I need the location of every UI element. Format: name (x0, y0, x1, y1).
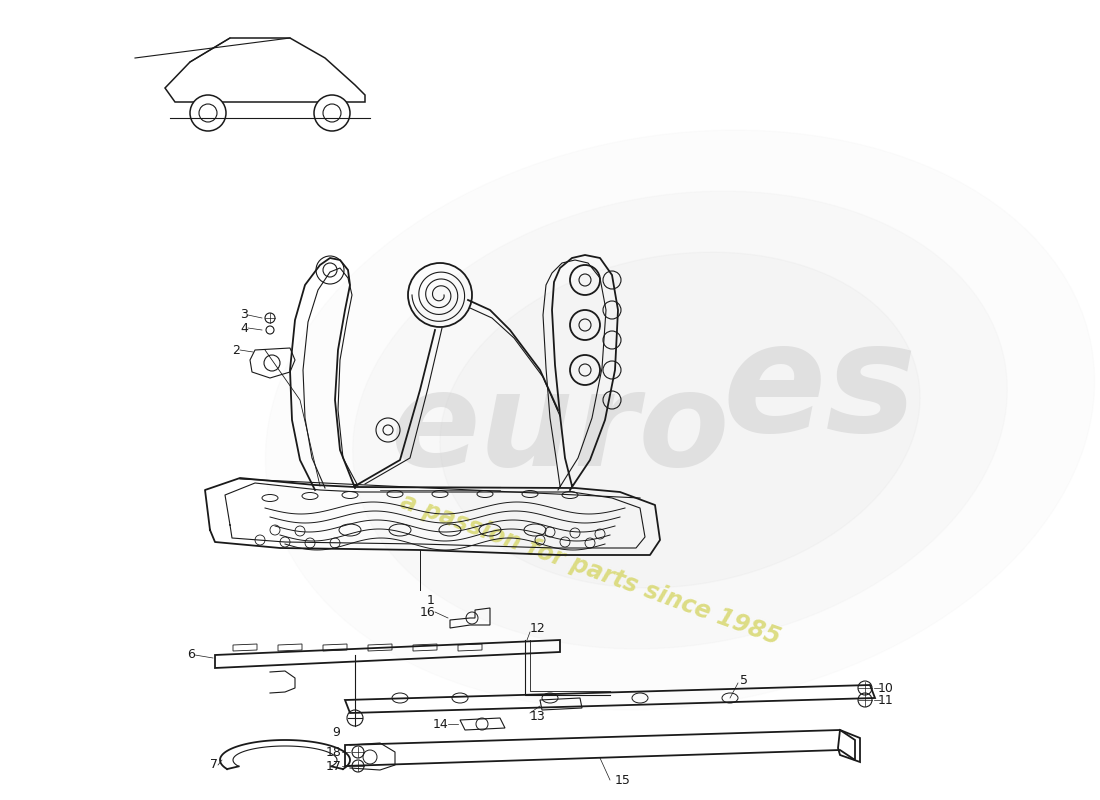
Text: a passion for parts since 1985: a passion for parts since 1985 (397, 490, 783, 650)
Text: 6: 6 (187, 649, 195, 662)
Text: 11: 11 (878, 694, 893, 706)
Text: 7: 7 (210, 758, 218, 771)
Text: 3: 3 (240, 309, 248, 322)
Text: euro: euro (390, 366, 729, 494)
Text: 5: 5 (740, 674, 748, 686)
Text: 9: 9 (332, 726, 340, 738)
Text: 18: 18 (326, 746, 342, 758)
Text: 15: 15 (615, 774, 631, 786)
Text: 17: 17 (326, 759, 342, 773)
Text: es: es (723, 315, 917, 465)
Text: 2: 2 (232, 343, 240, 357)
Text: 4: 4 (240, 322, 248, 334)
Text: 1: 1 (427, 594, 434, 606)
Text: 14: 14 (432, 718, 448, 730)
Circle shape (190, 95, 226, 131)
Text: 13: 13 (530, 710, 546, 722)
Circle shape (314, 95, 350, 131)
Text: 10: 10 (878, 682, 894, 694)
Ellipse shape (440, 252, 920, 588)
Text: 16: 16 (419, 606, 435, 618)
Text: 12: 12 (530, 622, 546, 634)
